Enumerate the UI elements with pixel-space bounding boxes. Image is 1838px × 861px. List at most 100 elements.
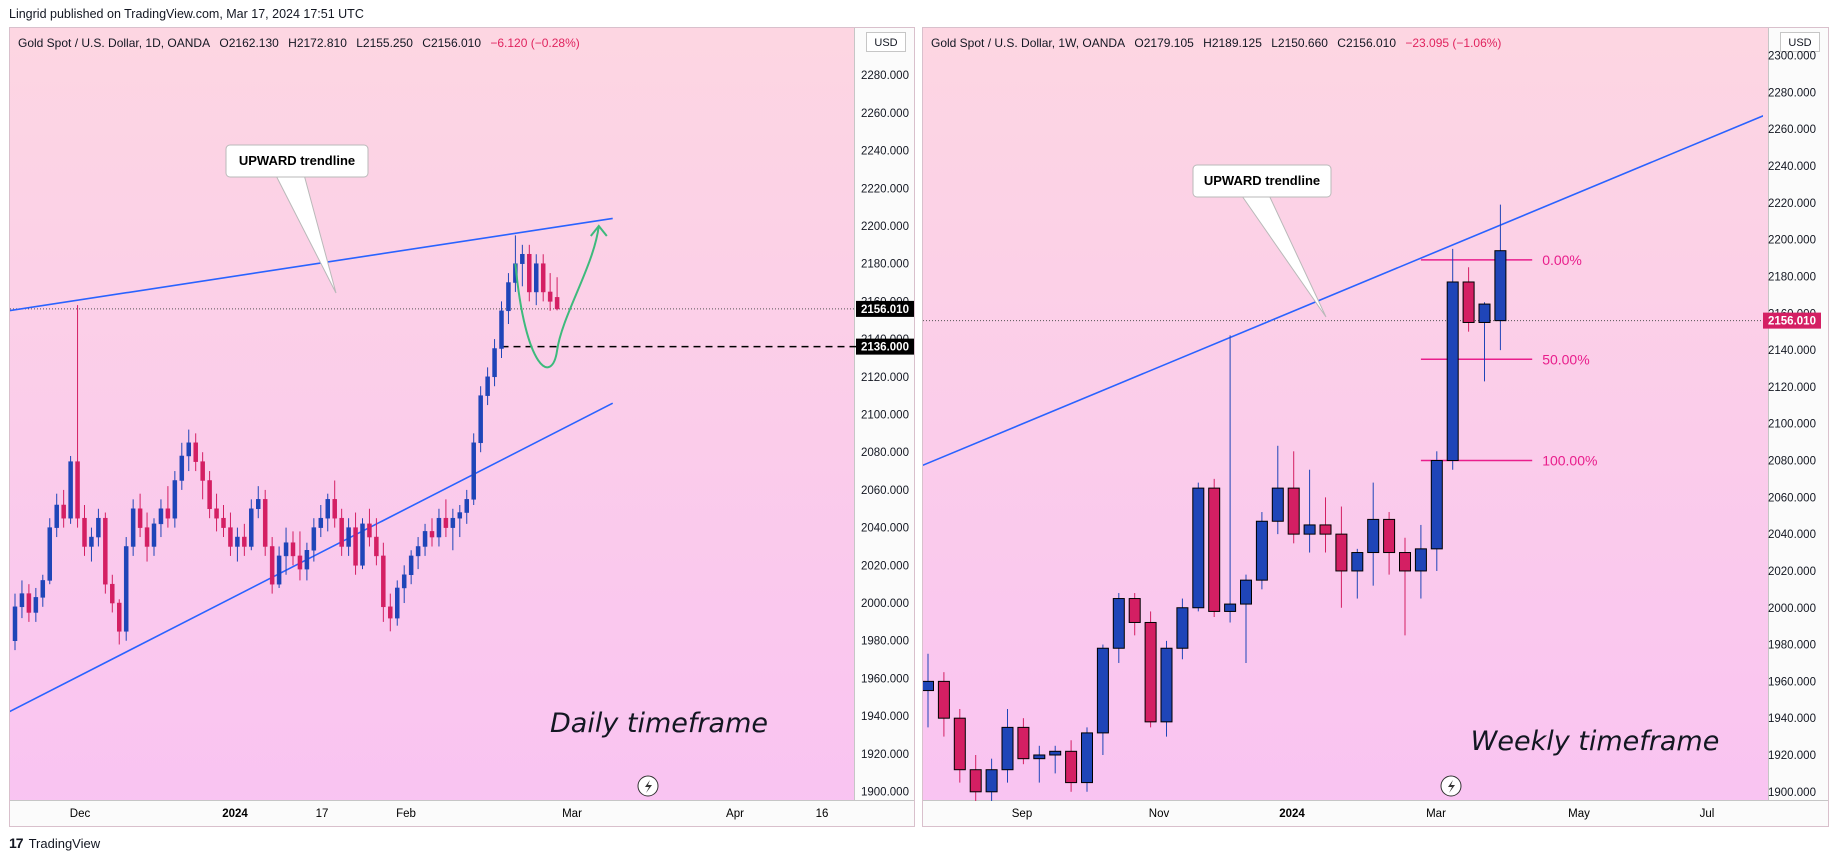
candle [339,508,344,556]
candle [1430,451,1443,571]
candle [26,584,32,622]
y-tick-label: 1920.000 [861,749,909,761]
candle-body [221,517,226,528]
candle-body [985,769,998,793]
y-tick-label: 2040.000 [861,523,909,535]
callout-text: UPWARD trendline [1204,173,1320,188]
candle [1081,727,1093,792]
candle-body [144,527,150,547]
legend-high: H2189.125 [1203,36,1262,50]
candle [388,593,393,632]
candle [485,367,490,406]
daily-chart-panel[interactable]: USD 2280.000 2260.000 2240.000 2220.000 2200… [9,27,915,827]
candle [1065,740,1078,792]
legend-close: C2156.010 [422,36,482,50]
candle [311,518,317,562]
candle [117,599,122,645]
candle-body [346,527,351,547]
candle-body [1096,647,1109,734]
candle [1399,537,1411,636]
legend-open: O2162.130 [219,36,279,50]
candle [367,508,372,547]
time-axis[interactable] [10,800,914,826]
candle [1224,335,1237,623]
candle-body [200,461,205,481]
published-header: Lingrid published on TradingView.com, Ma… [9,7,364,21]
callout-box [225,144,369,178]
candle [269,537,275,594]
candle [103,512,108,594]
candle-body [33,597,39,613]
candle [297,531,303,581]
candle [186,429,191,472]
candle [953,708,966,783]
y-tick-label: 2080.000 [1768,456,1816,468]
weekly-chart-plot[interactable]: 2300.000 2280.000 2260.000 2240.000 2220.000… [923,28,1830,828]
daily-chart-plot[interactable]: 2280.000 2260.000 2240.000 2220.000 2200.000… [10,28,916,828]
y-tick-label: 2080.000 [861,447,909,459]
candle [1128,593,1141,636]
candle-body [395,587,400,619]
candle [540,254,546,302]
candle-body [12,606,18,641]
candle-body [471,442,476,500]
candle-body [1160,647,1173,723]
y-tick-label: 1940.000 [861,711,909,723]
price-axis[interactable]: USD [1768,28,1828,801]
candle-body [1367,518,1380,554]
candle-body [1446,281,1459,462]
candle [110,574,115,613]
candle-body [332,499,337,519]
candle-body [186,442,191,457]
currency-button[interactable]: USD [1780,32,1820,52]
projection-arrow-head [590,224,608,237]
candle-body [249,508,254,547]
candle-body [1208,487,1221,612]
candle-body [117,602,122,632]
x-tick-label: Dec [70,808,91,820]
candle [457,504,463,538]
candle [554,277,560,311]
candle [499,301,504,358]
price-axis[interactable]: USD [854,28,914,801]
fib-level-label: 0.00% [1542,252,1582,268]
y-tick-label: 2280.000 [861,70,909,82]
y-tick-label: 2220.000 [861,183,909,195]
candle [1255,512,1268,590]
weekly-chart-panel[interactable]: USD 2300.000 2280.000 2260.000 2240.000 2220… [922,27,1829,827]
price-tag [856,338,914,355]
y-tick-label: 2100.000 [861,410,909,422]
candle [1446,248,1459,470]
time-axis[interactable] [923,800,1828,826]
candle-body [478,395,483,444]
footer-brand: 17 TradingView [9,835,100,851]
candle [360,518,365,570]
candle [1351,548,1364,599]
legend-symbol: Gold Spot / U.S. Dollar, 1D, OANDA [18,36,211,50]
y-tick-label: 1980.000 [861,636,909,648]
candle-body [1303,524,1316,535]
x-tick-label: Apr [726,808,744,820]
candle-body [1049,750,1062,756]
candle-body [937,680,950,719]
y-tick-label: 2100.000 [1768,419,1816,431]
candle-body [923,680,934,692]
currency-button[interactable]: USD [866,32,906,52]
candle-body [242,536,247,547]
candle [534,254,539,306]
candle [401,565,407,604]
candle [276,546,282,588]
y-tick-label: 2180.000 [1768,271,1816,283]
candle-body [207,480,212,510]
candle-body [89,536,94,547]
candle-body [172,480,178,519]
candle [172,471,178,528]
candle-body [415,546,421,557]
candle [450,508,456,551]
candle [179,442,185,490]
callout-pointer [275,174,337,294]
candle [221,504,226,538]
candle [1096,644,1109,755]
y-tick-label: 2060.000 [1768,492,1816,504]
y-tick-label: 2000.000 [861,598,909,610]
